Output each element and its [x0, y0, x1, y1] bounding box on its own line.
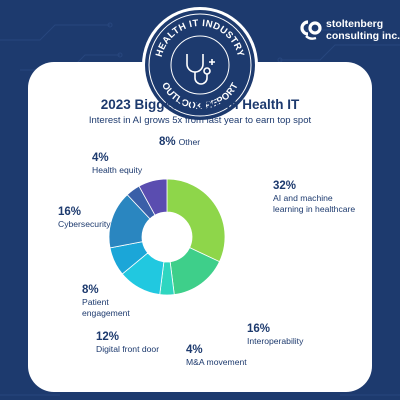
pct-ai: 32% [273, 180, 297, 192]
name-patient: Patient engagement [82, 297, 130, 318]
pct-cyber: 16% [58, 206, 82, 218]
donut-slice-0 [166, 178, 226, 263]
name-other: Other [178, 137, 201, 147]
name-interoperability: Interoperability [247, 336, 304, 346]
label-other: 8% Other [159, 136, 239, 149]
report-seal: HEALTH IT INDUSTRY OUTLOOK REPORT [142, 7, 258, 123]
label-digital: 12% Digital front door [96, 331, 196, 355]
brand-subname: consulting inc. [326, 30, 400, 42]
pct-ma: 4% [186, 344, 203, 356]
pct-patient: 8% [82, 284, 99, 296]
label-patient: 8% Patient engagement [82, 284, 142, 318]
label-equity: 4% Health equity [92, 152, 172, 176]
name-digital: Digital front door [96, 344, 160, 354]
name-equity: Health equity [92, 165, 143, 175]
label-ma: 4% M&A movement [186, 344, 276, 368]
pct-interoperability: 16% [247, 323, 271, 335]
brand-name: stoltenberg [326, 18, 384, 30]
sc-logo-icon [300, 20, 322, 40]
label-interoperability: 16% Interoperability [247, 323, 337, 347]
pct-equity: 4% [92, 152, 109, 164]
chart-title: 2023 Biggest Topic in Health IT [100, 97, 300, 112]
chart-subtitle: Interest in AI grows 5x from last year t… [88, 115, 312, 126]
pct-other: 8% [159, 136, 176, 148]
brand-logo: stoltenberg consulting inc. [298, 16, 400, 46]
pct-digital: 12% [96, 331, 120, 343]
name-cyber: Cybersecurity [58, 219, 111, 229]
name-ma: M&A movement [186, 357, 247, 367]
name-ai: AI and machine learning in healthcare [273, 193, 356, 214]
label-ai: 32% AI and machine learning in healthcar… [273, 180, 363, 214]
donut-slice-7 [138, 178, 168, 216]
label-cyber: 16% Cybersecurity [58, 206, 138, 230]
stethoscope-icon [186, 54, 215, 85]
